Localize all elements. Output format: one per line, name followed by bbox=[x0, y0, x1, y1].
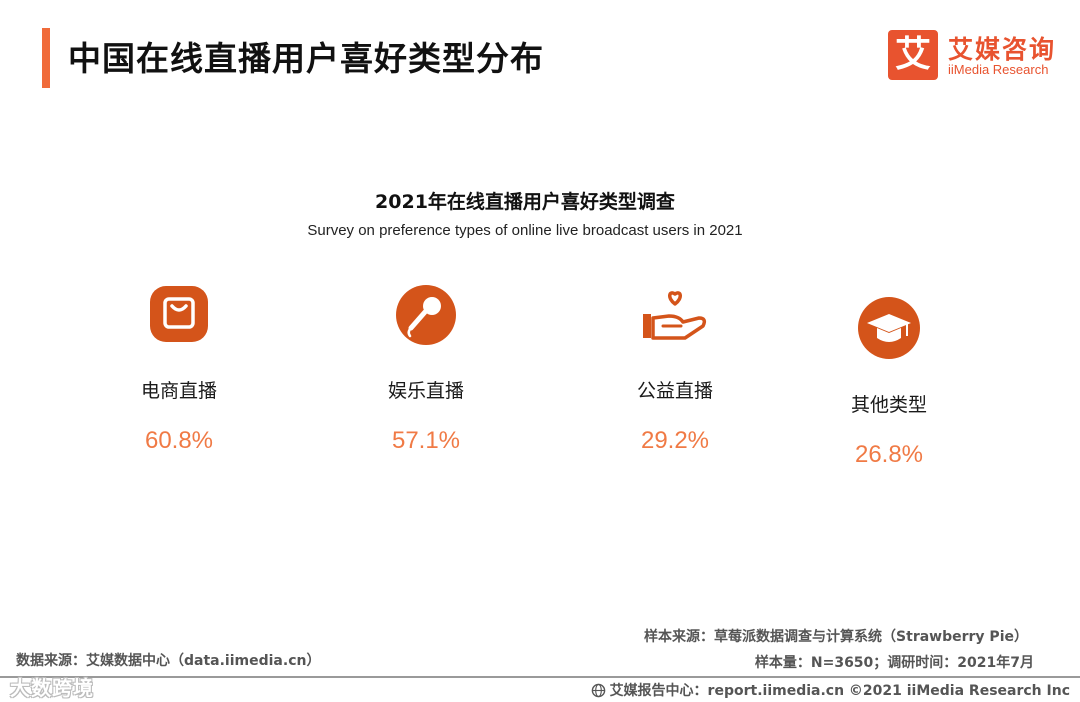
watermark: 大数跨境 bbox=[10, 676, 94, 700]
footer-divider bbox=[0, 676, 1080, 678]
graduation-cap-icon bbox=[858, 297, 920, 359]
globe-icon bbox=[591, 683, 605, 698]
sample-info: 样本量：N=3650；调研时间：2021年7月 bbox=[754, 655, 1034, 671]
category-ecommerce: 电商直播 60.8% bbox=[69, 282, 289, 455]
category-other: 其他类型 26.8% bbox=[779, 282, 999, 469]
page-title: 中国在线直播用户喜好类型分布 bbox=[68, 39, 544, 78]
report-center: 艾媒报告中心：report.iimedia.cn ©2021 iiMedia R… bbox=[591, 680, 1070, 700]
logo-mark: 艾 bbox=[888, 30, 938, 80]
category-label: 电商直播 bbox=[140, 380, 217, 402]
logo-text-cn: 艾媒咨询 bbox=[948, 35, 1057, 64]
report-center-text: 艾媒报告中心：report.iimedia.cn ©2021 iiMedia R… bbox=[609, 683, 1070, 699]
sample-source: 样本来源：草莓派数据调查与计算系统（Strawberry Pie） bbox=[644, 629, 1028, 645]
chart-title: 2021年在线直播用户喜好类型调查 bbox=[375, 191, 675, 213]
microphone-icon bbox=[396, 285, 456, 345]
charity-hand-heart-icon bbox=[643, 291, 707, 340]
title-accent-bar bbox=[42, 28, 50, 88]
category-value: 57.1% bbox=[391, 427, 461, 454]
data-source: 数据来源：艾媒数据中心（data.iimedia.cn） bbox=[16, 653, 321, 669]
category-charity: 公益直播 29.2% bbox=[565, 282, 785, 455]
category-value: 26.8% bbox=[854, 441, 924, 468]
brand-logo: 艾 艾媒咨询 iiMedia Research bbox=[888, 30, 1064, 82]
category-value: 29.2% bbox=[640, 427, 710, 454]
category-entertainment: 娱乐直播 57.1% bbox=[316, 282, 536, 455]
category-label: 公益直播 bbox=[636, 380, 713, 402]
category-value: 60.8% bbox=[144, 427, 214, 454]
shopping-bag-icon bbox=[150, 286, 208, 342]
category-label: 其他类型 bbox=[850, 394, 927, 416]
chart-subtitle: Survey on preference types of online liv… bbox=[307, 222, 743, 239]
logo-text-en: iiMedia Research bbox=[948, 62, 1049, 77]
category-label: 娱乐直播 bbox=[387, 380, 464, 402]
